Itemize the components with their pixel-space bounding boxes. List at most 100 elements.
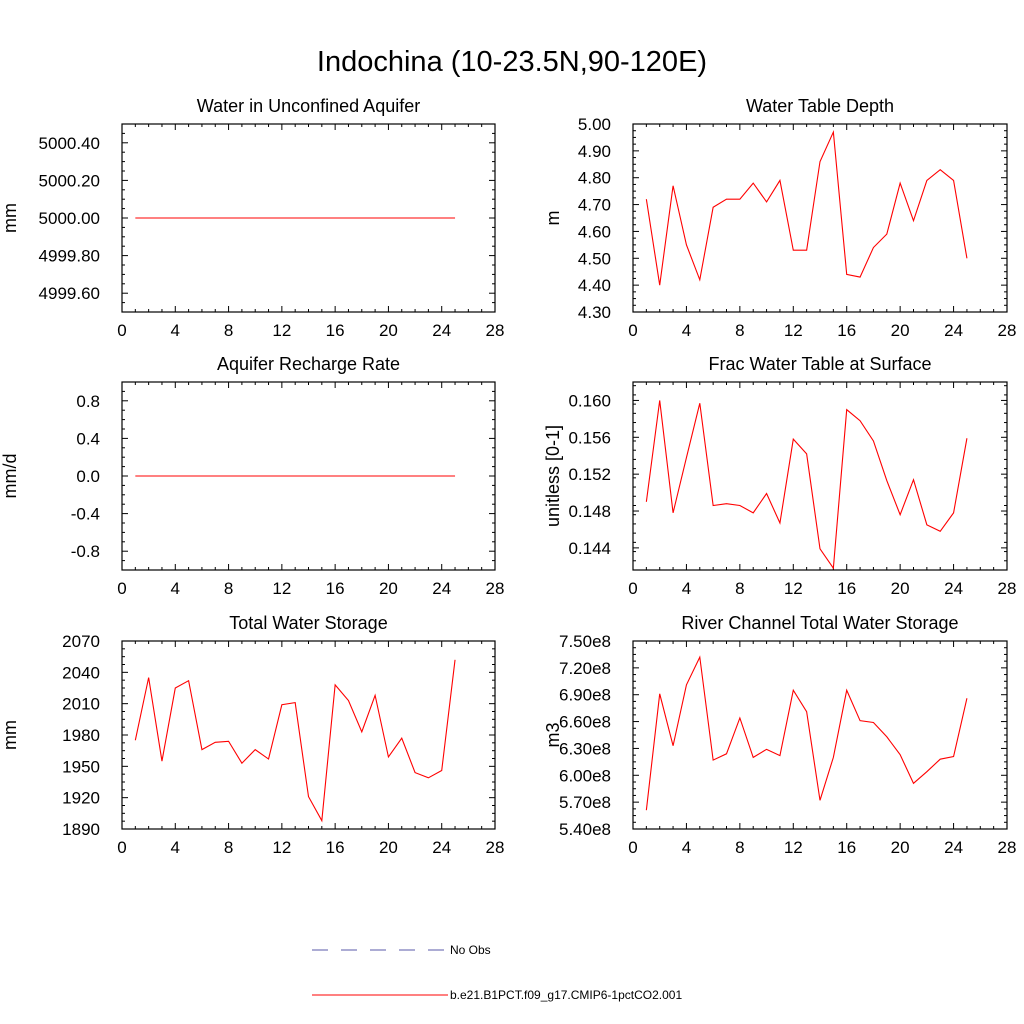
series-line xyxy=(645,400,968,570)
panel-title: Total Water Storage xyxy=(229,613,387,633)
y-tick-label: 7.50e8 xyxy=(559,632,611,651)
x-tick-label: 28 xyxy=(998,579,1017,598)
panel-2: 0 4 8 12 16 20 24 28 4.30 4.40 4.50 4.60 4.70 4.80 4.9… xyxy=(543,96,1016,340)
x-tick-label: 0 xyxy=(117,838,126,857)
plot-frame xyxy=(121,640,496,830)
x-tick-label: 12 xyxy=(784,838,803,857)
y-tick-label: -0.8 xyxy=(71,542,100,561)
x-tick-label: 16 xyxy=(837,321,856,340)
y-axis-label: mm xyxy=(0,203,20,233)
x-tick-label: 28 xyxy=(486,838,505,857)
x-tick-label: 12 xyxy=(784,321,803,340)
panel-1: 0 4 8 12 16 20 24 28 4999.60 4999.80 5000.00 5000.2… xyxy=(0,96,504,340)
x-tick-label: 24 xyxy=(944,838,963,857)
y-tick-label: 5.70e8 xyxy=(559,793,611,812)
x-tick-label: 0 xyxy=(628,579,637,598)
x-tick-label: 4 xyxy=(682,579,691,598)
y-tick-label: 4999.60 xyxy=(39,284,100,303)
panels-group: 0 4 8 12 16 20 24 28 4999.60 4999.80 5000.00 5000.2… xyxy=(0,96,1016,857)
panel-title: Water Table Depth xyxy=(746,96,894,116)
y-tick-label: 0.8 xyxy=(76,392,100,411)
x-tick-label: 24 xyxy=(944,579,963,598)
x-tick-label: 12 xyxy=(272,321,291,340)
y-tick-label: 6.00e8 xyxy=(559,766,611,785)
y-tick-label: 1890 xyxy=(62,820,100,839)
x-tick-label: 16 xyxy=(326,579,345,598)
x-tick-label: 12 xyxy=(784,579,803,598)
y-tick-label: 0.4 xyxy=(76,429,100,448)
x-tick-label: 8 xyxy=(224,321,233,340)
y-tick-label: 0.152 xyxy=(568,465,611,484)
y-tick-label: 0.160 xyxy=(568,391,611,410)
x-tick-label: 24 xyxy=(944,321,963,340)
y-tick-label: 2070 xyxy=(62,632,100,651)
x-tick-label: 16 xyxy=(837,838,856,857)
y-axis-label: mm xyxy=(0,720,20,750)
y-axis-label: m xyxy=(543,211,563,226)
x-tick-label: 20 xyxy=(379,321,398,340)
y-axis-label: mm/d xyxy=(0,454,20,499)
y-tick-label: 6.30e8 xyxy=(559,739,611,758)
y-axis-label: unitless [0-1] xyxy=(543,425,563,527)
plot-frame xyxy=(632,123,1008,313)
x-tick-label: 8 xyxy=(735,579,744,598)
legend: No Obs b.e21.B1PCT.f09_g17.CMIP6-1pctCO2… xyxy=(312,943,682,1002)
plot-frame xyxy=(632,381,1008,571)
y-tick-label: 4.80 xyxy=(578,169,611,188)
y-tick-label: 4.30 xyxy=(578,303,611,322)
legend-label-no-obs: No Obs xyxy=(450,943,491,957)
legend-label-model: b.e21.B1PCT.f09_g17.CMIP6-1pctCO2.001 xyxy=(450,988,682,1002)
x-tick-label: 0 xyxy=(628,321,637,340)
y-tick-label: 4.90 xyxy=(578,142,611,161)
x-tick-label: 8 xyxy=(735,838,744,857)
figure-title: Indochina (10-23.5N,90-120E) xyxy=(316,46,708,78)
x-tick-label: 12 xyxy=(272,838,291,857)
y-tick-label: 0.0 xyxy=(76,467,100,486)
y-tick-label: 5.00 xyxy=(578,115,611,134)
x-tick-label: 16 xyxy=(326,838,345,857)
panel-3: 0 4 8 12 16 20 24 28 -0.8 -0.4 0.0 0.4 0.8 Aquifer Re… xyxy=(0,354,504,598)
x-tick-label: 0 xyxy=(117,579,126,598)
x-tick-label: 20 xyxy=(891,321,910,340)
x-tick-label: 4 xyxy=(171,579,180,598)
y-tick-label: 4.40 xyxy=(578,276,611,295)
x-tick-label: 28 xyxy=(998,321,1017,340)
x-tick-label: 24 xyxy=(432,579,451,598)
x-tick-label: 28 xyxy=(998,838,1017,857)
x-tick-label: 28 xyxy=(486,579,505,598)
x-tick-label: 20 xyxy=(379,579,398,598)
plot-frame xyxy=(632,640,1008,830)
series-line xyxy=(645,655,968,811)
y-tick-label: -0.4 xyxy=(71,505,100,524)
y-tick-label: 4.60 xyxy=(578,222,611,241)
panel-title: Water in Unconfined Aquifer xyxy=(197,96,420,116)
x-tick-label: 4 xyxy=(682,321,691,340)
y-tick-label: 0.156 xyxy=(568,428,611,447)
y-tick-label: 5000.40 xyxy=(39,134,100,153)
x-tick-label: 20 xyxy=(891,579,910,598)
y-tick-label: 2040 xyxy=(62,663,100,682)
x-tick-label: 4 xyxy=(171,321,180,340)
y-tick-label: 1950 xyxy=(62,757,100,776)
x-tick-label: 20 xyxy=(891,838,910,857)
x-tick-label: 20 xyxy=(379,838,398,857)
y-tick-label: 0.148 xyxy=(568,502,611,521)
x-tick-label: 28 xyxy=(486,321,505,340)
y-axis-label: m3 xyxy=(543,722,563,747)
x-tick-label: 4 xyxy=(171,838,180,857)
panel-4: 0 4 8 12 16 20 24 28 0.144 0.148 0.152 0.156 0.160 Fr… xyxy=(543,354,1016,598)
x-tick-label: 12 xyxy=(272,579,291,598)
y-tick-label: 4.50 xyxy=(578,249,611,268)
y-tick-label: 5.40e8 xyxy=(559,820,611,839)
y-tick-label: 2010 xyxy=(62,695,100,714)
panel-title: Frac Water Table at Surface xyxy=(708,354,931,374)
x-tick-label: 8 xyxy=(735,321,744,340)
x-tick-label: 24 xyxy=(432,321,451,340)
panel-title: River Channel Total Water Storage xyxy=(681,613,958,633)
x-tick-label: 8 xyxy=(224,579,233,598)
x-tick-label: 24 xyxy=(432,838,451,857)
x-tick-label: 16 xyxy=(326,321,345,340)
y-tick-label: 1920 xyxy=(62,789,100,808)
y-tick-label: 4.70 xyxy=(578,196,611,215)
